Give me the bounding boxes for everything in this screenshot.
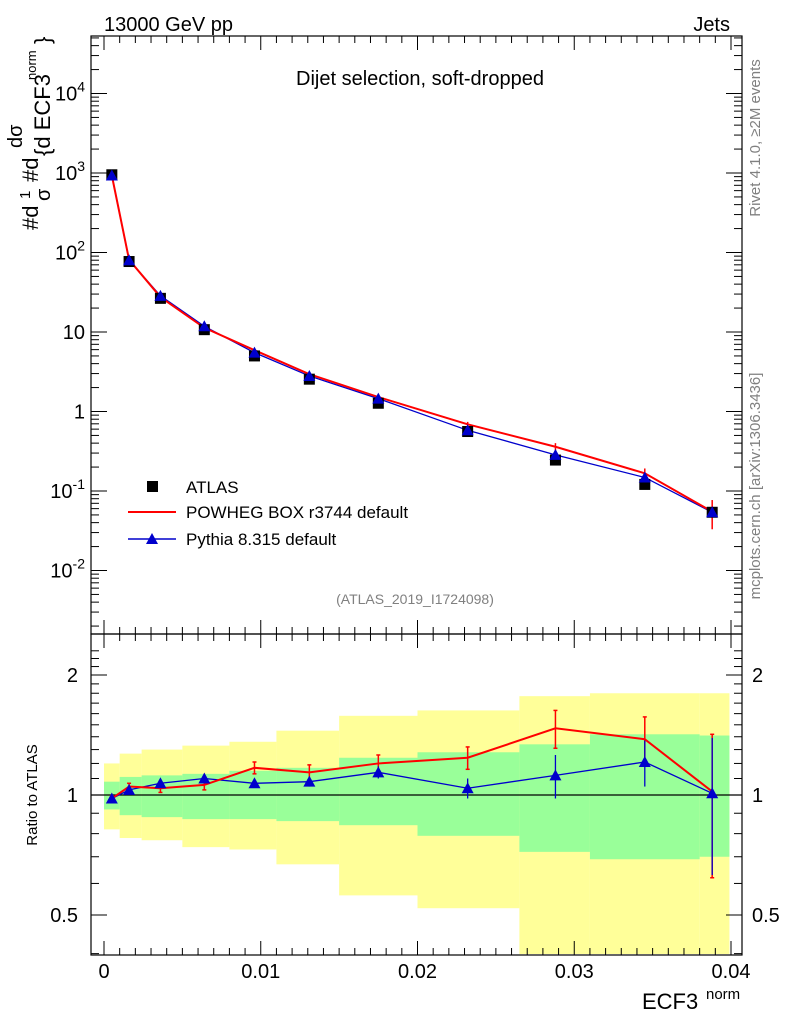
legend-atlas-marker	[147, 481, 158, 492]
legend-atlas-label: ATLAS	[186, 478, 239, 497]
pythia-ratio-point	[638, 755, 651, 767]
category-label: Jets	[693, 14, 730, 36]
pythia-point	[198, 320, 211, 332]
svg-text:#d: #d	[18, 206, 43, 230]
main-series	[105, 169, 719, 530]
pythia-ratio-point	[198, 772, 211, 784]
pythia-point	[248, 346, 261, 358]
svg-text:norm: norm	[706, 986, 740, 1003]
legend-pythia-marker	[146, 533, 158, 544]
ratio-y-tick-label: 0.5	[50, 905, 78, 927]
ratio-y-axis-title: Ratio to ATLAS	[24, 744, 41, 845]
pythia-point	[123, 254, 136, 266]
pythia-ratio-point	[303, 775, 316, 787]
y-tick-label: 1	[74, 402, 85, 424]
svg-text:ECF3: ECF3	[642, 989, 698, 1014]
x-tick-label: 0.01	[241, 961, 280, 983]
band-inner-bin	[519, 744, 590, 852]
x-axis-title: ECF3 norm	[642, 986, 740, 1014]
ratio-y-tick-label-right: 1	[752, 785, 763, 807]
svg-text:}: }	[30, 37, 55, 44]
band-inner-bin	[417, 752, 520, 836]
pythia-line	[111, 175, 713, 513]
svg-text:norm: norm	[24, 50, 39, 80]
pythia-ratio-point	[105, 792, 118, 804]
pythia-point	[461, 424, 474, 436]
svg-text:dσ: dσ	[5, 124, 27, 148]
pythia-point	[303, 369, 316, 381]
pythia-ratio-point	[461, 782, 474, 794]
y-tick-label: 10-1	[50, 476, 85, 503]
svg-text:1: 1	[17, 191, 34, 199]
axes-ticks: 0 0.01 0.02 0.03 0.04 10-2 10-1 1 10 102 103 104 0.5…	[50, 36, 780, 983]
pythia-ratio-point	[154, 777, 167, 789]
y-tick-label: 10	[63, 322, 85, 344]
legend-powheg-label: POWHEG BOX r3744 default	[186, 503, 408, 522]
legend: ATLAS POWHEG BOX r3744 default Pythia 8.…	[128, 478, 408, 549]
pythia-ratio-point	[123, 783, 136, 795]
main-y-axis-title: #d 1 σ #d dσ {d ECF3 norm }	[5, 37, 55, 230]
pythia-ratio-point	[549, 769, 562, 781]
ratio-uncertainty-bands	[104, 693, 730, 954]
pythia-point	[638, 471, 651, 483]
ratio-y-tick-label: 1	[67, 785, 78, 807]
pythia-ratio-point	[706, 787, 719, 799]
powheg-line	[110, 175, 713, 513]
svg-text:σ: σ	[33, 188, 55, 201]
ratio-y-tick-label: 2	[67, 665, 78, 687]
pythia-point	[372, 392, 385, 404]
analysis-id: (ATLAS_2019_I1724098)	[336, 591, 494, 607]
atlas-data-point	[549, 454, 561, 466]
pythia-point	[549, 448, 562, 460]
ratio-series	[105, 709, 719, 879]
ratio-y-tick-label-right: 0.5	[752, 905, 780, 927]
atlas-data-point	[639, 478, 651, 490]
pythia-ratio-point	[248, 777, 261, 789]
y-tick-label: 103	[55, 158, 85, 185]
mcplots-label: mcplots.cern.ch [arXiv:1306.3436]	[747, 373, 764, 600]
pythia-point	[105, 169, 118, 181]
x-tick-label: 0.04	[712, 961, 751, 983]
pythia-ratio-point	[372, 766, 385, 778]
pythia-point	[706, 506, 719, 518]
y-tick-label: 10-2	[50, 556, 85, 583]
svg-text:{d ECF3: {d ECF3	[30, 74, 55, 156]
ratio-y-tick-label-right: 2	[752, 665, 763, 687]
svg-text:#d: #d	[18, 158, 43, 182]
energy-label: 13000 GeV pp	[104, 14, 233, 36]
pythia-point	[154, 289, 167, 301]
selection-title: Dijet selection, soft-dropped	[296, 68, 544, 90]
y-tick-label: 104	[55, 79, 85, 106]
x-tick-label: 0.02	[398, 961, 437, 983]
legend-pythia-label: Pythia 8.315 default	[186, 530, 337, 549]
x-tick-label: 0.03	[555, 961, 594, 983]
rivet-label: Rivet 4.1.0, ≥2M events	[747, 59, 764, 216]
x-tick-label: 0	[98, 961, 109, 983]
y-tick-label: 102	[55, 238, 85, 265]
